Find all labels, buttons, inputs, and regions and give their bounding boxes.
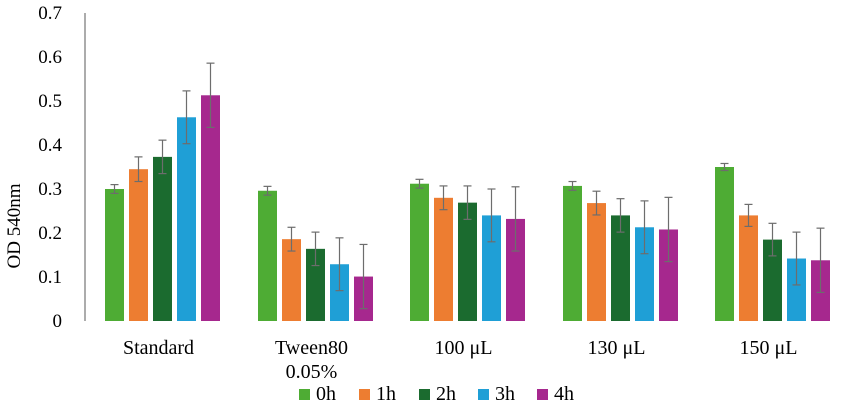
y-tick-label: 0.2	[38, 223, 62, 244]
bar-1h	[282, 239, 301, 321]
bar-0h	[715, 167, 734, 321]
error-bar	[792, 231, 801, 286]
legend-swatch	[537, 389, 548, 400]
error-bar	[592, 190, 601, 216]
legend-swatch	[299, 389, 310, 400]
error-bar	[335, 237, 344, 292]
error-bar	[110, 184, 119, 194]
legend-swatch	[478, 389, 489, 400]
bar-2h	[306, 248, 325, 321]
error-bar	[359, 243, 368, 310]
legend-label: 0h	[316, 383, 336, 405]
error-bar	[768, 222, 777, 257]
error-bar	[511, 186, 520, 252]
error-bar	[640, 200, 649, 255]
y-tick-label: 0.3	[38, 179, 62, 200]
category-label: Tween80	[275, 337, 348, 359]
error-bar	[487, 188, 496, 243]
bar-3h	[635, 227, 654, 321]
bar-2h	[153, 156, 172, 321]
bar-0h	[258, 190, 277, 321]
y-axis: 0 0.1 0.2 0.3 0.4 0.5 0.6 0.7	[38, 3, 86, 332]
error-bar	[287, 226, 296, 252]
error-bar	[744, 203, 753, 227]
legend-swatch	[359, 389, 370, 400]
error-bar	[816, 227, 825, 293]
legend-label: 1h	[376, 383, 396, 405]
error-bar	[616, 198, 625, 233]
bar-3h	[482, 215, 501, 321]
category-label: 0.05%	[286, 361, 338, 383]
legend-label: 3h	[495, 383, 515, 405]
error-bar	[664, 196, 673, 263]
category-label: 100 μL	[435, 337, 493, 359]
bar-3h	[787, 258, 806, 321]
error-bar	[182, 90, 191, 145]
error-bar	[720, 162, 729, 172]
bars-group	[105, 62, 830, 321]
bar-0h	[563, 185, 582, 321]
bar-1h	[739, 215, 758, 321]
bar-2h	[458, 202, 477, 321]
y-tick-label: 0.1	[38, 267, 62, 288]
bar-0h	[410, 183, 429, 321]
y-tick-label: 0	[53, 311, 63, 332]
category-label: 130 μL	[588, 337, 646, 359]
bar-4h	[201, 95, 220, 321]
bar-4h	[659, 229, 678, 321]
legend-item-2h: 2h	[419, 383, 456, 405]
error-bar	[568, 180, 577, 191]
bar-2h	[611, 215, 630, 321]
y-tick-label: 0.6	[38, 47, 62, 68]
bar-4h	[506, 218, 525, 321]
legend-item-4h: 4h	[537, 383, 574, 405]
bar-1h	[434, 197, 453, 321]
legend-swatch	[419, 389, 430, 400]
error-bar	[263, 185, 272, 196]
y-tick-label: 0.4	[38, 135, 62, 156]
y-axis-label: OD 540nm	[4, 183, 25, 268]
bar-3h	[330, 264, 349, 321]
legend-label: 4h	[554, 383, 574, 405]
error-bar	[206, 62, 215, 129]
bar-2h	[763, 239, 782, 321]
category-label: Standard	[123, 337, 194, 359]
error-bar	[134, 156, 143, 183]
error-bar	[463, 185, 472, 220]
legend-item-0h: 0h	[299, 383, 336, 405]
bar-0h	[105, 189, 124, 321]
error-bar	[415, 178, 424, 189]
error-bar	[311, 231, 320, 267]
category-label: 150 μL	[740, 337, 798, 359]
legend-item-3h: 3h	[478, 383, 515, 405]
error-bar	[439, 185, 448, 211]
error-bar	[158, 139, 167, 175]
legend-item-1h: 1h	[359, 383, 396, 405]
bar-1h	[587, 203, 606, 321]
bar-1h	[129, 169, 148, 321]
y-tick-label: 0.7	[38, 3, 62, 24]
bar-3h	[177, 117, 196, 321]
legend-label: 2h	[436, 383, 456, 405]
y-tick-label: 0.5	[38, 91, 62, 112]
legend: 0h 1h 2h 3h 4h	[299, 383, 574, 405]
